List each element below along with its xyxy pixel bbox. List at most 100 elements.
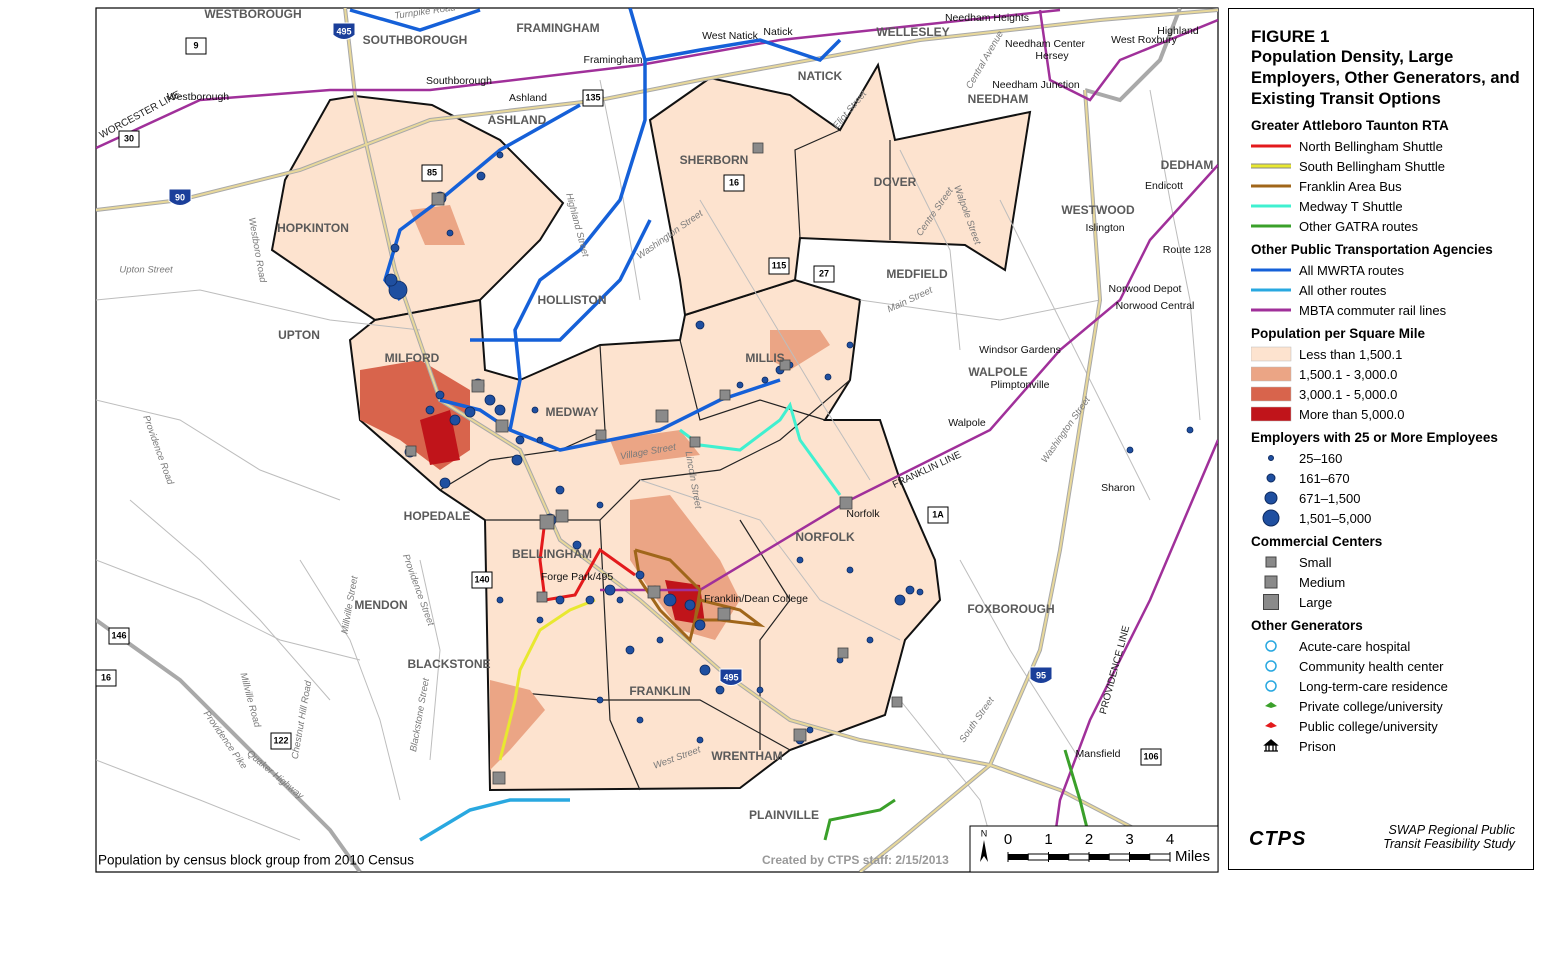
legend-item: MBTA commuter rail lines [1251, 300, 1533, 320]
legend-symbol [1263, 739, 1279, 752]
legend-item: North Bellingham Shuttle [1251, 136, 1533, 156]
legend-label: All other routes [1299, 282, 1387, 298]
town-label: NATICK [798, 69, 843, 83]
legend-swatch [1251, 386, 1292, 402]
place-label: Franklin/Dean College [704, 593, 808, 605]
legend-square [1263, 594, 1279, 610]
legend-symbol [1264, 491, 1278, 505]
interstate-shield [1029, 666, 1053, 684]
source-note: Population by census block group from 20… [98, 853, 414, 868]
north-arrow [980, 840, 988, 862]
route-number: 95 [1036, 670, 1046, 680]
route-shield [118, 130, 140, 148]
route-number: 16 [729, 177, 739, 187]
route-shield [421, 164, 443, 182]
town-label: ASHLAND [488, 113, 547, 127]
legend-symbol [1251, 308, 1291, 312]
legend-label: Long-term-care residence [1299, 678, 1448, 694]
legend-swatch [1251, 366, 1292, 382]
town-label: HOLLISTON [537, 293, 606, 307]
employer [684, 599, 696, 611]
place-label: Westborough [167, 91, 229, 103]
legend-symbol [1263, 594, 1279, 610]
legend-icon [1265, 722, 1277, 728]
legend-icon [1263, 739, 1279, 752]
legend-label: Small [1299, 554, 1332, 570]
employer [446, 229, 454, 237]
legend-heading: Other Public Transportation Agencies [1251, 242, 1493, 257]
legend-dot [1268, 455, 1274, 461]
employer [476, 171, 486, 181]
place-label: Endicott [1145, 180, 1183, 192]
route-shield [108, 627, 130, 645]
town-label: MENDON [354, 598, 407, 612]
town-label: PLAINVILLE [749, 808, 819, 822]
town-label: BLACKSTONE [407, 657, 490, 671]
legend-symbol [1251, 406, 1292, 422]
legend-dot [1262, 509, 1280, 527]
legend-heading: Other Generators [1251, 618, 1363, 633]
town-label: DEDHAM [1161, 158, 1214, 172]
employer [663, 593, 677, 607]
employer [715, 685, 725, 695]
place-label: Plimptonville [991, 379, 1050, 391]
legend-symbol [1265, 556, 1277, 568]
legend-symbol [1265, 722, 1277, 728]
legend-item: Community health center [1251, 656, 1533, 676]
employer [656, 636, 664, 644]
town-label: MILFORD [385, 351, 440, 365]
place-label: Framingham [584, 54, 643, 66]
place-label: Hersey [1035, 50, 1069, 62]
legend-item: 25–160 [1251, 448, 1533, 468]
scale-segment [1008, 854, 1029, 860]
legend-item: Less than 1,500.1 [1251, 344, 1533, 364]
employer [635, 570, 645, 580]
study-title: SWAP Regional Public Transit Feasibility… [1383, 823, 1515, 851]
route-number: 495 [723, 672, 738, 682]
mbta-commuter-rail [96, 8, 1218, 872]
legend-item: 1,500.1 - 3,000.0 [1251, 364, 1533, 384]
employer [916, 588, 924, 596]
legend-label: 25–160 [1299, 450, 1343, 466]
route-shield [471, 571, 493, 589]
route-number: 135 [585, 92, 600, 102]
legend-footer: CTPS SWAP Regional Public Transit Feasib… [1249, 823, 1515, 851]
place-label: Mansfield [1076, 748, 1121, 760]
employer [555, 595, 565, 605]
legend-symbol [1251, 224, 1291, 228]
route-number: 85 [427, 167, 437, 177]
employer [866, 636, 874, 644]
credit: Created by CTPS staff: 2/15/2013 [762, 853, 949, 867]
legend-label: Other GATRA routes [1299, 218, 1418, 234]
scale-unit: Miles [1175, 848, 1210, 865]
route-number: 146 [111, 630, 126, 640]
place-label: Islington [1085, 222, 1124, 234]
employer [596, 696, 604, 704]
legend-symbol [1251, 288, 1291, 292]
legend-symbol [1265, 680, 1277, 692]
other-routes [419, 798, 570, 842]
legend-label: Large [1299, 594, 1333, 610]
legend-item: 3,000.1 - 5,000.0 [1251, 384, 1533, 404]
town-label: UPTON [278, 328, 320, 342]
south-bellingham-shuttle [498, 598, 596, 761]
route-number: 495 [336, 26, 351, 36]
employer [435, 390, 445, 400]
legend-symbol [1265, 702, 1277, 708]
town-label: HOPKINTON [277, 221, 349, 235]
town-label: SHERBORN [680, 153, 749, 167]
legend-sections: Greater Attleboro Taunton RTA North Belli… [1251, 118, 1533, 756]
route-shield [185, 37, 207, 55]
legend-label: 3,000.1 - 5,000.0 [1299, 386, 1398, 402]
logo: CTPS [1249, 828, 1307, 850]
scale-tick-label: 4 [1166, 831, 1174, 848]
commercial-centers [405, 142, 903, 785]
legend-item: Other GATRA routes [1251, 216, 1533, 236]
legend-symbol [1265, 660, 1277, 672]
employer [425, 405, 435, 415]
scale-tick-label: 1 [1044, 831, 1052, 848]
employer [824, 373, 832, 381]
scale-segment [1089, 854, 1110, 860]
town-label: NORFOLK [795, 530, 855, 544]
